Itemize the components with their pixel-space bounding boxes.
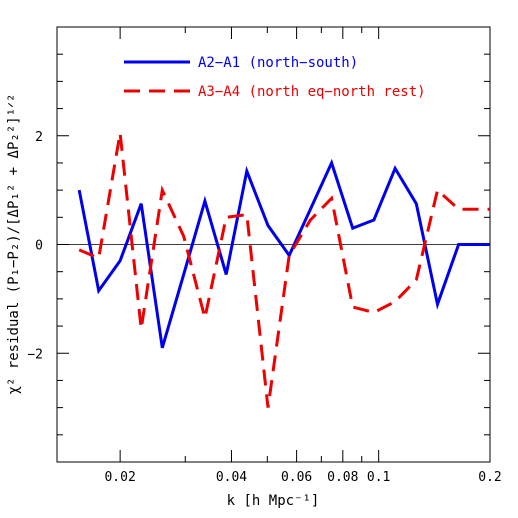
x-axis-label: k [h Mpc⁻¹] bbox=[227, 493, 320, 509]
y-tick-label: 0 bbox=[35, 239, 43, 254]
legend-label-2: A3−A4 (north eq−north rest) bbox=[198, 84, 426, 100]
legend: A2−A1 (north−south) A3−A4 (north eq−north… bbox=[124, 55, 426, 100]
y-tick-label: −2 bbox=[27, 347, 43, 362]
y-axis-label: χ² residual (P₁−P₂)/[ΔP₁² + ΔP₂²]¹ᐟ² bbox=[6, 94, 22, 395]
x-axis-ticks: 0.02 0.04 0.06 0.08 0.1 0.2 bbox=[104, 27, 502, 485]
x-tick-label: 0.1 bbox=[367, 470, 390, 485]
x-tick-label: 0.08 bbox=[327, 470, 358, 485]
y-tick-label: 2 bbox=[35, 130, 43, 145]
x-tick-label: 0.02 bbox=[104, 470, 135, 485]
x-tick-label: 0.04 bbox=[216, 470, 247, 485]
series-line-1 bbox=[77, 158, 490, 349]
legend-label-1: A2−A1 (north−south) bbox=[198, 55, 358, 71]
series-lines bbox=[77, 132, 490, 408]
series-line-2 bbox=[78, 132, 490, 408]
x-tick-label: 0.06 bbox=[281, 470, 312, 485]
x-tick-label: 0.2 bbox=[478, 470, 501, 485]
